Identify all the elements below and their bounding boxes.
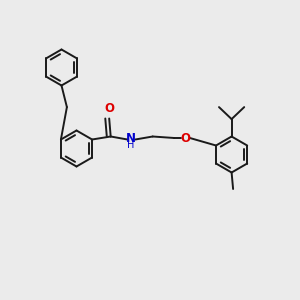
Text: N: N xyxy=(126,131,136,145)
Text: O: O xyxy=(181,131,191,145)
Text: O: O xyxy=(104,102,114,115)
Text: H: H xyxy=(128,140,135,150)
